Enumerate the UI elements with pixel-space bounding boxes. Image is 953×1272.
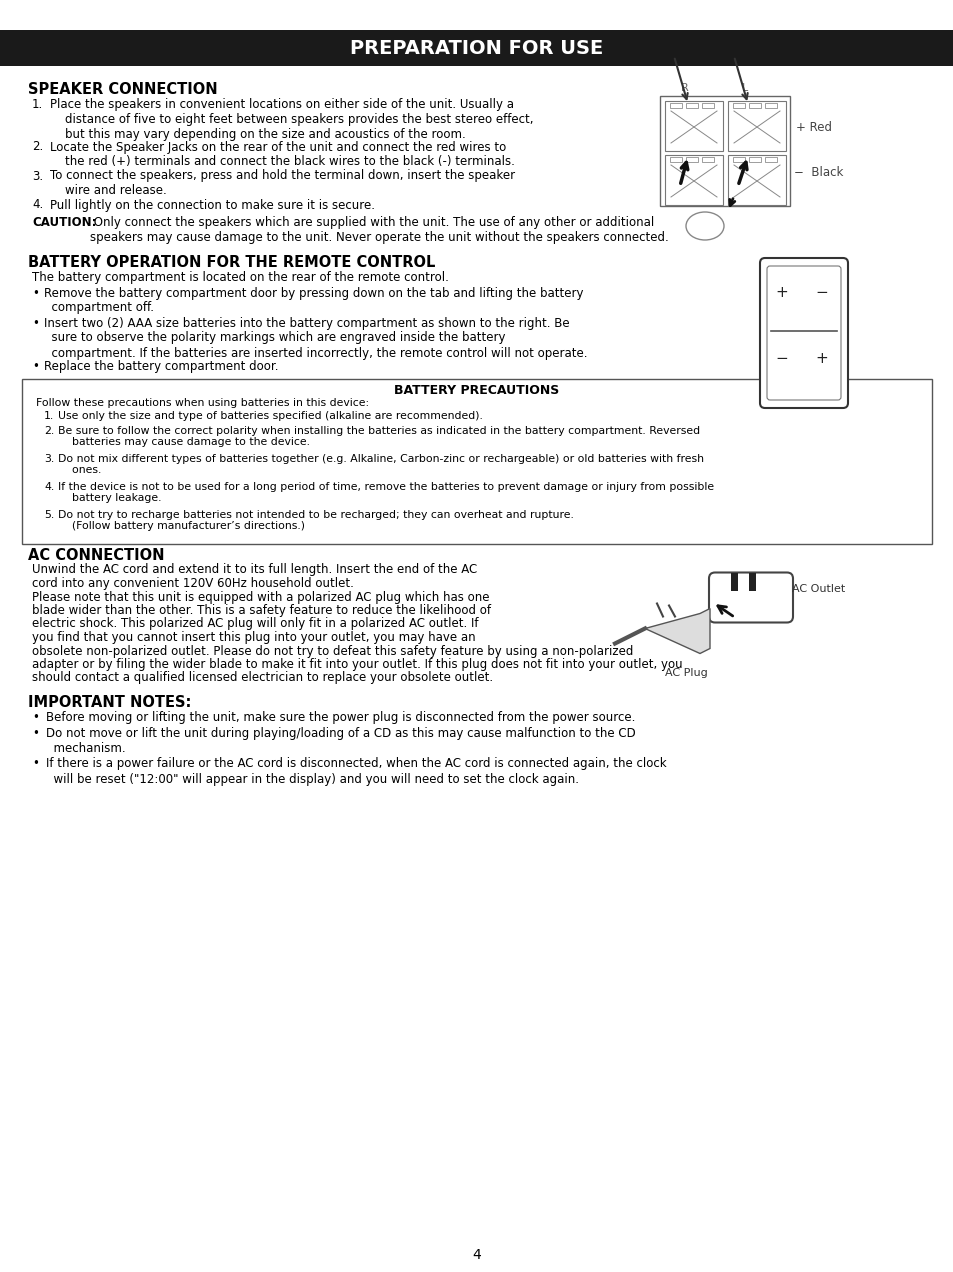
Text: 4.: 4. bbox=[44, 482, 54, 491]
Text: Place the speakers in convenient locations on either side of the unit. Usually a: Place the speakers in convenient locatio… bbox=[50, 98, 533, 141]
Bar bbox=[664, 155, 722, 205]
Text: •: • bbox=[32, 360, 39, 373]
Bar bbox=[0, 31, 953, 66]
Text: L: L bbox=[741, 83, 747, 93]
Text: 5.: 5. bbox=[44, 510, 54, 519]
Polygon shape bbox=[644, 608, 709, 654]
Text: R: R bbox=[680, 83, 688, 93]
Text: PREPARATION FOR USE: PREPARATION FOR USE bbox=[350, 38, 603, 57]
Bar bbox=[22, 379, 931, 543]
Text: −: − bbox=[774, 351, 787, 366]
Ellipse shape bbox=[685, 212, 723, 240]
Text: Do not move or lift the unit during playing/loading of a CD as this may cause ma: Do not move or lift the unit during play… bbox=[46, 728, 635, 756]
Bar bbox=[664, 100, 722, 151]
Bar bbox=[669, 103, 681, 108]
Bar bbox=[764, 103, 776, 108]
Text: you find that you cannot insert this plug into your outlet, you may have an: you find that you cannot insert this plu… bbox=[32, 631, 476, 644]
Text: If there is a power failure or the AC cord is disconnected, when the AC cord is : If there is a power failure or the AC co… bbox=[46, 758, 666, 786]
Bar bbox=[685, 103, 698, 108]
Text: Before moving or lifting the unit, make sure the power plug is disconnected from: Before moving or lifting the unit, make … bbox=[46, 711, 635, 724]
Text: •: • bbox=[32, 317, 39, 329]
Bar bbox=[701, 156, 713, 162]
Text: −  Black: − Black bbox=[793, 167, 842, 179]
Bar bbox=[732, 103, 744, 108]
Text: blade wider than the other. This is a safety feature to reduce the likelihood of: blade wider than the other. This is a sa… bbox=[32, 604, 491, 617]
Text: •: • bbox=[32, 758, 39, 771]
Text: 1.: 1. bbox=[44, 411, 54, 421]
Text: Follow these precautions when using batteries in this device:: Follow these precautions when using batt… bbox=[36, 397, 369, 407]
Text: Unwind the AC cord and extend it to its full length. Insert the end of the AC: Unwind the AC cord and extend it to its … bbox=[32, 563, 476, 576]
Text: IMPORTANT NOTES:: IMPORTANT NOTES: bbox=[28, 695, 192, 710]
Text: To connect the speakers, press and hold the terminal down, insert the speaker
  : To connect the speakers, press and hold … bbox=[50, 169, 515, 197]
Text: Pull lightly on the connection to make sure it is secure.: Pull lightly on the connection to make s… bbox=[50, 198, 375, 211]
FancyBboxPatch shape bbox=[766, 266, 841, 399]
Text: Do not mix different types of batteries together (e.g. Alkaline, Carbon-zinc or : Do not mix different types of batteries … bbox=[58, 454, 703, 476]
Text: 2.: 2. bbox=[32, 140, 43, 154]
Text: 2.: 2. bbox=[44, 426, 54, 435]
Text: AC Plug: AC Plug bbox=[664, 669, 707, 678]
Text: The battery compartment is located on the rear of the remote control.: The battery compartment is located on th… bbox=[32, 271, 449, 284]
Bar bbox=[748, 156, 760, 162]
Text: Please note that this unit is equipped with a polarized AC plug which has one: Please note that this unit is equipped w… bbox=[32, 590, 489, 603]
Text: + Red: + Red bbox=[795, 121, 831, 134]
FancyBboxPatch shape bbox=[708, 572, 792, 622]
Bar bbox=[727, 100, 785, 151]
Bar bbox=[730, 572, 738, 590]
Text: AC CONNECTION: AC CONNECTION bbox=[28, 547, 164, 562]
Text: should contact a qualified licensed electrician to replace your obsolete outlet.: should contact a qualified licensed elec… bbox=[32, 672, 493, 684]
Bar bbox=[727, 155, 785, 205]
Text: electric shock. This polarized AC plug will only fit in a polarized AC outlet. I: electric shock. This polarized AC plug w… bbox=[32, 617, 478, 631]
Text: +: + bbox=[814, 351, 827, 366]
Text: Locate the Speaker Jacks on the rear of the unit and connect the red wires to
  : Locate the Speaker Jacks on the rear of … bbox=[50, 140, 515, 168]
Text: Insert two (2) AAA size batteries into the battery compartment as shown to the r: Insert two (2) AAA size batteries into t… bbox=[44, 317, 587, 360]
Text: obsolete non-polarized outlet. Please do not try to defeat this safety feature b: obsolete non-polarized outlet. Please do… bbox=[32, 645, 633, 658]
Bar bbox=[732, 156, 744, 162]
Text: •: • bbox=[32, 286, 39, 299]
FancyBboxPatch shape bbox=[760, 258, 847, 408]
Text: •: • bbox=[32, 711, 39, 724]
Bar bbox=[748, 103, 760, 108]
Text: +: + bbox=[774, 285, 787, 300]
Bar bbox=[659, 95, 789, 206]
Text: −: − bbox=[814, 285, 827, 300]
Text: 4: 4 bbox=[472, 1248, 481, 1262]
Text: AC Outlet: AC Outlet bbox=[791, 584, 844, 594]
Text: Use only the size and type of batteries specified (alkaline are recommended).: Use only the size and type of batteries … bbox=[58, 411, 482, 421]
Text: If the device is not to be used for a long period of time, remove the batteries : If the device is not to be used for a lo… bbox=[58, 482, 714, 504]
Text: SPEAKER CONNECTION: SPEAKER CONNECTION bbox=[28, 81, 217, 97]
Bar bbox=[748, 572, 755, 590]
Text: CAUTION:: CAUTION: bbox=[32, 216, 96, 229]
Text: Be sure to follow the correct polarity when installing the batteries as indicate: Be sure to follow the correct polarity w… bbox=[58, 426, 700, 446]
Text: BATTERY OPERATION FOR THE REMOTE CONTROL: BATTERY OPERATION FOR THE REMOTE CONTROL bbox=[28, 254, 435, 270]
Text: 3.: 3. bbox=[44, 454, 54, 463]
Text: 3.: 3. bbox=[32, 169, 43, 182]
Bar bbox=[764, 156, 776, 162]
Text: BATTERY PRECAUTIONS: BATTERY PRECAUTIONS bbox=[394, 384, 559, 397]
Text: cord into any convenient 120V 60Hz household outlet.: cord into any convenient 120V 60Hz house… bbox=[32, 577, 354, 590]
Bar bbox=[685, 156, 698, 162]
Text: Do not try to recharge batteries not intended to be recharged; they can overheat: Do not try to recharge batteries not int… bbox=[58, 510, 574, 532]
Bar bbox=[669, 156, 681, 162]
Text: Remove the battery compartment door by pressing down on the tab and lifting the : Remove the battery compartment door by p… bbox=[44, 286, 583, 314]
Text: Only connect the speakers which are supplied with the unit. The use of any other: Only connect the speakers which are supp… bbox=[90, 216, 668, 244]
Text: 4.: 4. bbox=[32, 198, 43, 211]
Bar bbox=[701, 103, 713, 108]
Text: Replace the battery compartment door.: Replace the battery compartment door. bbox=[44, 360, 278, 373]
Text: adapter or by filing the wider blade to make it fit into your outlet. If this pl: adapter or by filing the wider blade to … bbox=[32, 658, 682, 672]
Text: 1.: 1. bbox=[32, 98, 43, 111]
Text: •: • bbox=[32, 728, 39, 740]
